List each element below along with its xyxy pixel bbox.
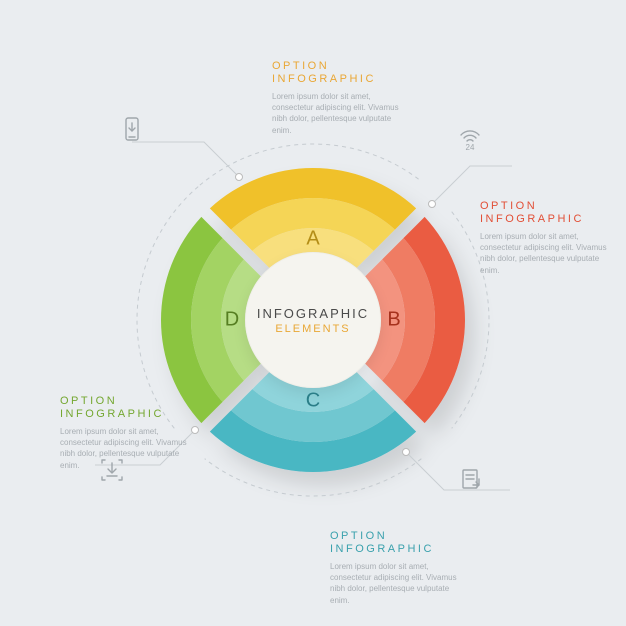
callout-title1: OPTION [272,60,412,72]
callout-title2: INFOGRAPHIC [272,73,412,85]
center-subtitle: ELEMENTS [275,323,350,335]
leader-dot-a [235,173,243,181]
callout-title2: INFOGRAPHIC [330,543,470,555]
leader-b [432,166,512,204]
sector-letter-b: B [387,309,400,332]
callout-b: OPTIONINFOGRAPHIC Lorem ipsum dolor sit a… [480,200,620,276]
callout-body: Lorem ipsum dolor sit amet, consectetur … [480,231,620,276]
callout-title1: OPTION [60,395,200,407]
callout-title2: INFOGRAPHIC [60,408,200,420]
leader-dot-c [402,448,410,456]
callout-title1: OPTION [480,200,620,212]
svg-text:24: 24 [466,143,475,152]
sector-letter-d: D [225,309,239,332]
callout-c: OPTIONINFOGRAPHIC Lorem ipsum dolor sit a… [330,530,470,606]
callout-a: OPTIONINFOGRAPHIC Lorem ipsum dolor sit a… [272,60,412,136]
callout-body: Lorem ipsum dolor sit amet, consectetur … [60,426,200,471]
center-title: INFOGRAPHIC [257,306,369,321]
signal-24-icon: 24 [453,123,487,157]
callout-title2: INFOGRAPHIC [480,213,620,225]
sector-letter-c: C [306,390,320,413]
infographic-canvas: INFOGRAPHIC ELEMENTS ABCD OPTIONINFOGRAP… [0,0,626,626]
document-out-icon [453,463,487,497]
callout-title1: OPTION [330,530,470,542]
leader-dot-b [428,200,436,208]
leader-a [132,142,239,177]
callout-body: Lorem ipsum dolor sit amet, consectetur … [272,91,412,136]
center-hub: INFOGRAPHIC ELEMENTS [245,252,381,388]
sector-letter-a: A [306,228,319,251]
phone-download-icon [115,113,149,147]
callout-body: Lorem ipsum dolor sit amet, consectetur … [330,561,470,606]
callout-d: OPTIONINFOGRAPHIC Lorem ipsum dolor sit a… [60,395,200,471]
